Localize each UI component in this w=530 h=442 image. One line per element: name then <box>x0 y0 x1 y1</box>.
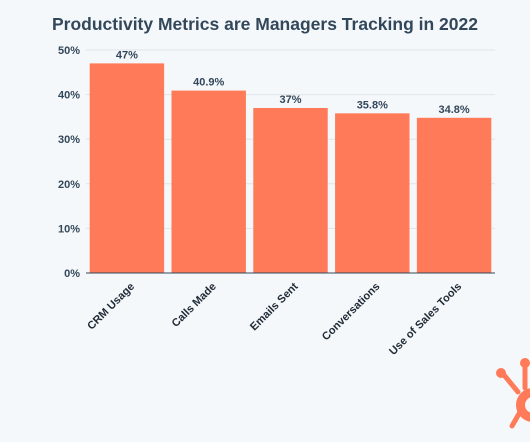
sprocket-icon <box>496 358 530 429</box>
bar <box>253 107 328 273</box>
bar <box>89 63 165 273</box>
x-tick-label: CRM Usage <box>85 281 137 333</box>
chart-title: Productivity Metrics are Managers Tracki… <box>51 14 478 34</box>
y-tick-label: 10% <box>58 223 80 235</box>
bar <box>171 90 246 273</box>
x-tick-label: Use of Sales Tools <box>387 281 464 358</box>
data-label: 37% <box>279 94 301 106</box>
x-tick-label: Emails Sent <box>248 280 301 333</box>
bars <box>89 63 492 274</box>
y-tick-label: 30% <box>58 134 80 146</box>
y-tick-label: 0% <box>64 268 80 280</box>
y-tick-label: 40% <box>58 90 80 102</box>
bar <box>335 113 410 273</box>
bar <box>416 117 492 274</box>
x-tick-label: Conversations <box>320 281 383 344</box>
data-label: 47% <box>116 49 138 61</box>
data-label: 35.8% <box>357 99 388 111</box>
y-axis-ticks: 0% 10% 20% 30% 40% 50% <box>58 45 80 280</box>
x-axis-labels: CRM Usage Calls Made Emails Sent Conversati… <box>85 280 464 357</box>
x-tick-label: Calls Made <box>170 281 219 330</box>
y-tick-label: 50% <box>58 45 80 57</box>
data-labels: 47% 40.9% 37% 35.8% 34.8% <box>116 49 470 115</box>
y-tick-label: 20% <box>58 179 80 191</box>
data-label: 40.9% <box>193 77 224 89</box>
data-label: 34.8% <box>438 104 469 116</box>
